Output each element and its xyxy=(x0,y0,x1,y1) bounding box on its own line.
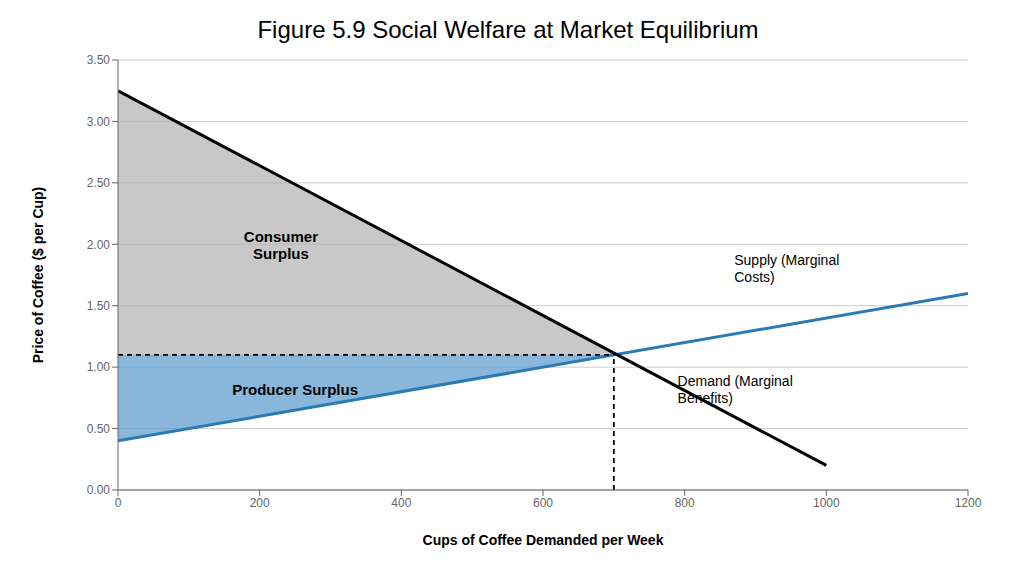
svg-text:800: 800 xyxy=(675,496,695,510)
svg-text:0.50: 0.50 xyxy=(87,422,111,436)
svg-text:0.00: 0.00 xyxy=(87,483,111,497)
svg-text:3.00: 3.00 xyxy=(87,115,111,129)
svg-text:Producer Surplus: Producer Surplus xyxy=(232,381,358,398)
html-text:Figure 5.9 Social Welfare at M: Figure 5.9 Social Welfare at Market Equi… xyxy=(257,16,759,43)
svg-text:1.00: 1.00 xyxy=(87,360,111,374)
svg-text:Cups of Coffee Demanded per We: Cups of Coffee Demanded per Week xyxy=(423,532,664,548)
svg-text:400: 400 xyxy=(391,496,411,510)
svg-text:Price of Coffee ($ per Cup): Price of Coffee ($ per Cup) xyxy=(30,187,46,364)
svg-text:3.50: 3.50 xyxy=(87,53,111,67)
svg-text:2.00: 2.00 xyxy=(87,238,111,252)
svg-text:Demand (MarginalBenefits): Demand (MarginalBenefits) xyxy=(678,373,793,406)
svg-text:Supply (MarginalCosts): Supply (MarginalCosts) xyxy=(734,252,839,285)
svg-text:200: 200 xyxy=(250,496,270,510)
svg-text:1.50: 1.50 xyxy=(87,299,111,313)
svg-text:ConsumerSurplus: ConsumerSurplus xyxy=(244,227,318,261)
svg-text:1000: 1000 xyxy=(813,496,840,510)
svg-text:600: 600 xyxy=(533,496,553,510)
svg-text:0: 0 xyxy=(115,496,122,510)
svg-text:1200: 1200 xyxy=(955,496,982,510)
svg-text:2.50: 2.50 xyxy=(87,176,111,190)
